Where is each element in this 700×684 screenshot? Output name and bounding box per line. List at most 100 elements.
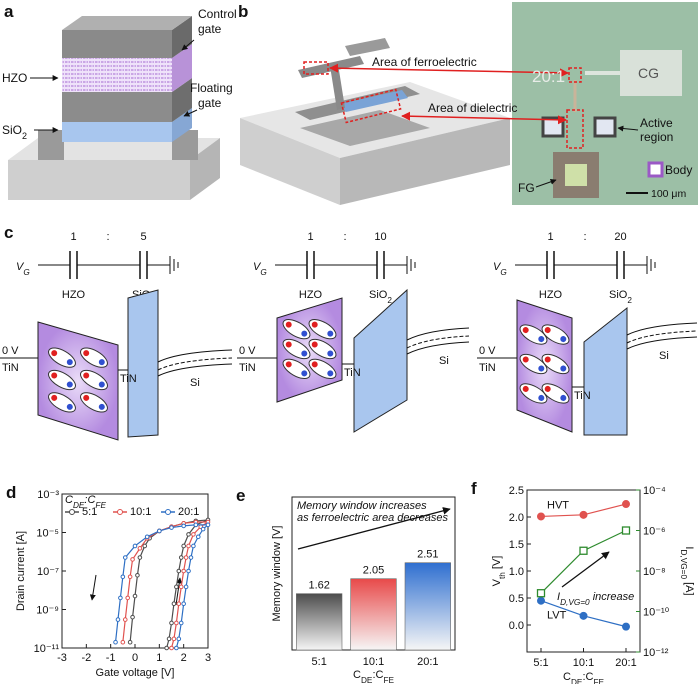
label: 0 V bbox=[239, 345, 256, 357]
dipole-charge bbox=[83, 372, 90, 379]
dipole-charge bbox=[301, 350, 308, 357]
panel-b-device-part bbox=[303, 61, 329, 75]
label: 0 V bbox=[479, 345, 496, 357]
text-part: [A] bbox=[683, 579, 695, 596]
y-axis-label: Vth [V] bbox=[491, 556, 507, 587]
text-part: SiO bbox=[369, 289, 388, 301]
panel-b-device-part bbox=[329, 63, 569, 78]
marker bbox=[579, 611, 588, 620]
marker bbox=[174, 645, 179, 651]
ratio: 10 bbox=[374, 231, 386, 243]
label: Floating bbox=[190, 81, 233, 95]
panel-b-device-part bbox=[593, 116, 617, 138]
label: Control bbox=[198, 7, 237, 21]
label: Body bbox=[665, 163, 692, 177]
x-tick-label: 5:1 bbox=[533, 657, 548, 669]
panel-a-device-part bbox=[62, 16, 192, 30]
dipole-charge bbox=[311, 361, 318, 368]
ratio: 1 bbox=[547, 231, 553, 243]
ratio: 20 bbox=[614, 231, 626, 243]
label: TiN bbox=[574, 390, 591, 402]
dipole-charge bbox=[51, 350, 58, 357]
value-label: 1.62 bbox=[308, 580, 329, 592]
marker bbox=[537, 596, 545, 605]
marker bbox=[169, 620, 174, 626]
y-tick-label: 2.0 bbox=[509, 512, 524, 524]
panel-b-device-part bbox=[340, 118, 510, 205]
marker bbox=[181, 601, 186, 607]
dielectric bbox=[127, 289, 159, 438]
panel-a-device-part bbox=[62, 122, 172, 142]
panel-letter: e bbox=[236, 486, 245, 505]
y-tick-label: 10⁻⁷ bbox=[37, 566, 59, 578]
panel-a-device-part bbox=[172, 78, 192, 122]
y-tick-label: 0.0 bbox=[509, 620, 524, 632]
marker bbox=[115, 617, 121, 622]
panel-letter: b bbox=[238, 2, 248, 21]
marker bbox=[142, 543, 148, 549]
dipole bbox=[541, 353, 570, 375]
marker bbox=[135, 572, 140, 578]
marker bbox=[164, 645, 169, 651]
text-part: FE bbox=[95, 501, 106, 510]
si-band bbox=[157, 357, 233, 371]
dipole bbox=[541, 383, 570, 404]
label: HZO bbox=[539, 289, 563, 301]
bar bbox=[296, 593, 343, 651]
label: SiO2 bbox=[369, 289, 392, 305]
x-tick-label: 10:1 bbox=[363, 656, 384, 668]
marker bbox=[122, 617, 128, 622]
marker bbox=[122, 555, 128, 560]
annotation: ID,VG=0 increase bbox=[557, 591, 634, 607]
text-part: DE bbox=[361, 676, 373, 684]
dipole-charge bbox=[327, 350, 334, 357]
marker bbox=[171, 636, 177, 642]
marker bbox=[118, 595, 123, 601]
x-tick-label: 1 bbox=[156, 652, 162, 664]
marker bbox=[186, 543, 191, 549]
marker bbox=[130, 557, 135, 562]
marker bbox=[183, 584, 189, 590]
panel-a-device-part bbox=[62, 30, 172, 58]
marker bbox=[193, 522, 199, 528]
panel-b-device bbox=[240, 2, 698, 205]
panel-b-device-part bbox=[512, 2, 698, 205]
sweep-arrow-part bbox=[89, 574, 97, 601]
panel-b-device-part bbox=[345, 38, 390, 56]
panel-b-device-part bbox=[535, 178, 557, 188]
marker bbox=[186, 532, 191, 537]
y-tick-label: 10⁻⁹ bbox=[36, 605, 59, 617]
annotation-arrow bbox=[561, 551, 610, 588]
series-name: LVT bbox=[547, 610, 567, 622]
dipole bbox=[541, 324, 570, 345]
panel-b-device-part bbox=[401, 111, 567, 125]
marker bbox=[579, 510, 588, 519]
vg-label: VG bbox=[493, 261, 507, 277]
panel-b-device-part bbox=[620, 50, 682, 96]
marker bbox=[174, 584, 179, 590]
label: Si bbox=[439, 355, 449, 367]
y-tick-label: 1.5 bbox=[509, 539, 524, 551]
marker bbox=[157, 528, 162, 534]
marker bbox=[191, 532, 196, 537]
legend-entry: 10:1 bbox=[130, 506, 151, 518]
text-part: SiO bbox=[2, 123, 22, 137]
dipole-charge bbox=[285, 361, 292, 368]
dipole bbox=[308, 358, 337, 379]
series-line bbox=[122, 521, 211, 649]
label: TiN bbox=[479, 362, 496, 374]
dipole-charge bbox=[311, 321, 318, 328]
dipole bbox=[519, 353, 548, 375]
text-part: G bbox=[23, 268, 30, 277]
marker bbox=[622, 500, 630, 509]
x-axis-label: CDE:CFE bbox=[353, 669, 394, 684]
x-tick-label: 2 bbox=[181, 652, 187, 664]
y-tick-label: 0.5 bbox=[509, 593, 524, 605]
text-part: V bbox=[491, 578, 503, 586]
panel-a-device-part bbox=[183, 109, 198, 117]
text-part: V bbox=[253, 261, 262, 273]
marker bbox=[176, 568, 182, 574]
marker bbox=[176, 601, 182, 607]
marker bbox=[171, 601, 177, 607]
legend-entry: 5:1 bbox=[82, 506, 97, 518]
